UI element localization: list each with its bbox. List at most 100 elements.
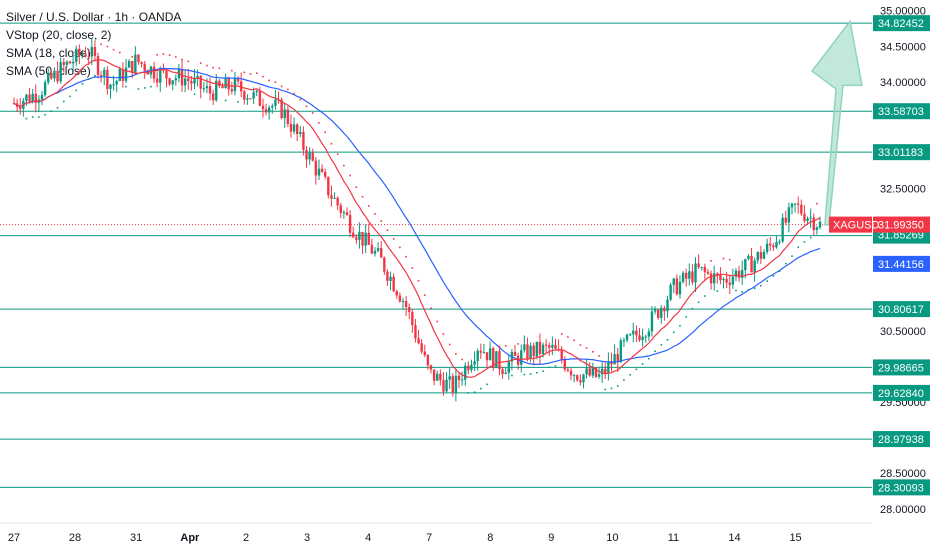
level-badge [873, 479, 930, 496]
candle-body [672, 278, 675, 285]
candle-body [28, 94, 31, 102]
candle-body [124, 67, 128, 81]
vstop-dot [635, 368, 638, 371]
candle-body [289, 123, 293, 132]
vstop-dot [523, 373, 526, 376]
candle-body [62, 62, 65, 65]
candle-body [797, 203, 800, 205]
vstop-dot [119, 51, 121, 54]
candle-body [295, 124, 299, 134]
vstop-dot [212, 66, 214, 69]
indicator-badge-label: 31.85269 [878, 230, 924, 242]
vstop-dot [610, 387, 613, 390]
candle-body [781, 217, 784, 242]
vstop-dot [448, 343, 451, 346]
horizontal-levels [0, 22, 872, 488]
candle-body [554, 344, 557, 350]
candle-body [87, 56, 90, 58]
vstop-dot [517, 343, 519, 345]
price-tick-label: 35.00000 [880, 6, 926, 18]
vstop-dot [735, 289, 737, 292]
vstop-dot [504, 345, 507, 347]
vstop-dot [287, 88, 289, 91]
candle-body [457, 375, 461, 381]
candle-body [604, 368, 607, 374]
candle-body [741, 270, 744, 278]
candle-body [467, 365, 470, 371]
candle-body [759, 252, 763, 259]
vstop-dot [442, 333, 445, 335]
candle-body [818, 221, 822, 228]
candle-body [361, 231, 364, 246]
time-tick-label: 2 [243, 532, 249, 544]
candle-body [722, 279, 725, 281]
vstop-dot [430, 307, 432, 309]
candle-body [656, 309, 660, 318]
vstop-dot [367, 205, 370, 207]
vstop-dot [641, 363, 644, 365]
time-tick-label: 11 [668, 532, 679, 544]
candle-body [445, 379, 448, 392]
candle-body [635, 330, 638, 336]
candle-body [526, 344, 529, 359]
candle-body [600, 368, 604, 375]
vstop-dot [44, 113, 46, 116]
candle-body [563, 359, 567, 370]
candle-body [560, 350, 563, 360]
candle-body [753, 260, 756, 273]
candle-body [641, 336, 644, 341]
candle-body [258, 90, 262, 106]
candle-body [93, 47, 97, 57]
vstop-dot [567, 336, 569, 338]
candle-body [261, 105, 265, 110]
vstop-dot [411, 267, 414, 269]
vstop-dot [206, 64, 208, 67]
candle-body [411, 311, 414, 326]
candle-body [190, 81, 193, 84]
vstop-dot [592, 350, 594, 353]
candle-body [678, 281, 682, 295]
level-badge-label: 29.62840 [878, 388, 924, 400]
candle-body [239, 81, 243, 92]
candle-body [383, 257, 386, 272]
candle-body [159, 69, 162, 83]
candle-body [358, 231, 361, 240]
vstop-dot [280, 85, 283, 88]
candle-body [504, 372, 507, 374]
candle-body [224, 78, 227, 89]
candle-body [364, 232, 367, 246]
vstop-dot [87, 78, 90, 80]
candle-body [342, 212, 346, 214]
vstop-dot [25, 117, 28, 120]
vstop-dot [187, 60, 190, 63]
vstop-dot [598, 355, 600, 357]
candle-body [669, 284, 672, 300]
price-tick-label: 28.50000 [880, 468, 926, 480]
candle-body [644, 336, 647, 338]
candle-body [460, 379, 464, 381]
candle-body [143, 63, 146, 71]
candle-body [395, 291, 398, 296]
candle-body [252, 92, 255, 99]
vstop-dot [94, 74, 96, 77]
candle-body [772, 245, 775, 248]
vstop-dot [803, 241, 806, 243]
candle-body [255, 90, 258, 93]
candle-body [299, 131, 302, 134]
vstop-dot [685, 316, 687, 318]
candle-body [423, 351, 426, 356]
candle-body [417, 338, 420, 344]
vstop-dot [231, 69, 233, 72]
vstop-dot [112, 48, 115, 51]
candle-body [520, 350, 523, 365]
vstop-dot [498, 345, 501, 348]
candle-body [47, 72, 50, 83]
vstop-dot [361, 195, 364, 198]
candle-body [333, 197, 336, 199]
vstop-dot [666, 338, 669, 341]
vstop-dot [50, 110, 53, 112]
candle-body [56, 70, 59, 82]
vstop-dot [268, 79, 270, 82]
vstop-dot [753, 287, 756, 290]
